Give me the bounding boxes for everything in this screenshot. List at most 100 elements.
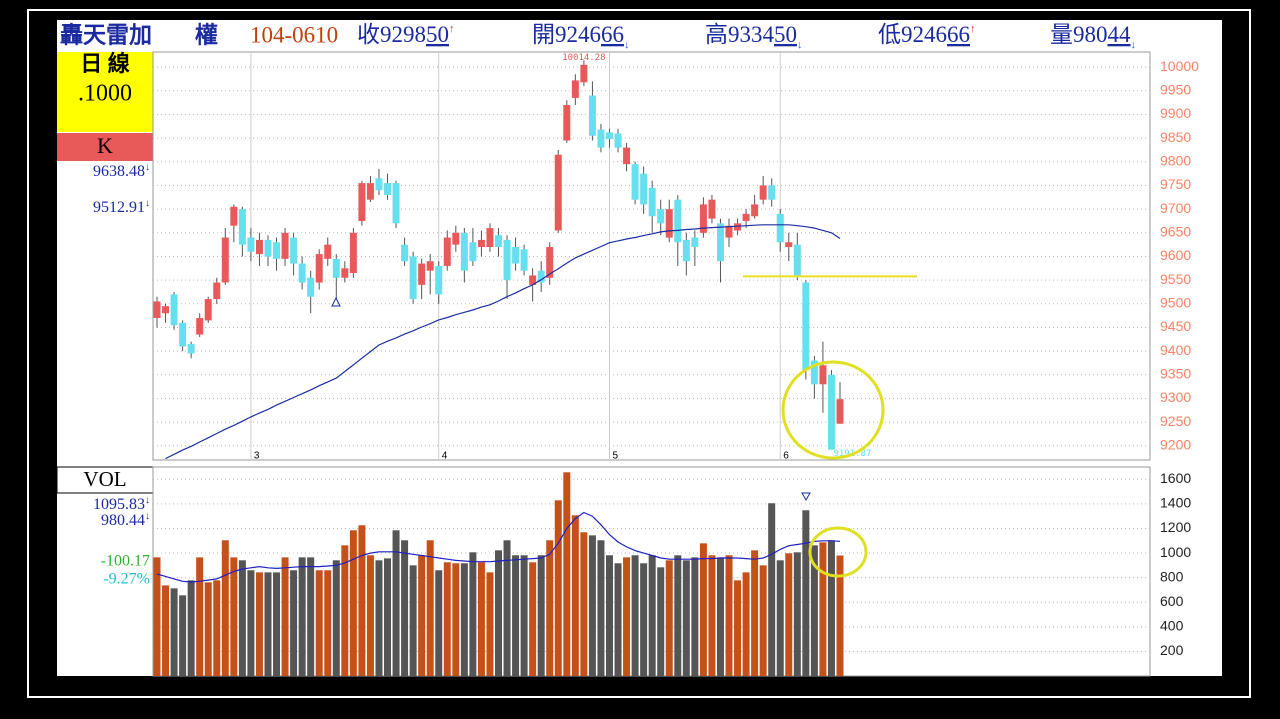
side-value-arrow: ↓: [145, 495, 150, 506]
y-tick-label: 9200: [1160, 437, 1191, 453]
volume-bar: [366, 555, 374, 676]
side-value-text: 1095.83: [93, 496, 145, 513]
candle-body: [682, 239, 690, 262]
candle-body: [563, 105, 571, 141]
volume-bar: [358, 525, 366, 676]
volume-bar: [426, 540, 434, 676]
y-tick-label: 9550: [1160, 271, 1191, 287]
candle-body: [776, 213, 784, 243]
volume-bar: [375, 560, 383, 676]
candle-body: [443, 237, 451, 266]
candle-body: [477, 239, 485, 248]
y-tick-label: 9300: [1160, 389, 1191, 405]
candle-body: [358, 183, 366, 221]
period: 日 線: [80, 51, 130, 76]
header-value: 高9334: [705, 22, 775, 47]
header-value: 收9298: [357, 22, 426, 47]
candle-body: [520, 249, 528, 271]
volume-bar: [614, 563, 622, 676]
header-item: 低924666↑: [878, 22, 976, 47]
header-arrow: ↓: [624, 39, 630, 51]
candle-body: [827, 374, 835, 450]
candle-body: [384, 183, 392, 195]
volume-bar: [716, 557, 724, 676]
volume-bar: [640, 563, 648, 676]
header-value: 量980: [1050, 22, 1108, 47]
volume-bar: [247, 570, 255, 676]
volume-bar: [409, 565, 417, 676]
volume-bar: [486, 572, 494, 676]
y-tick-label: 9950: [1160, 82, 1191, 98]
candle-body: [392, 183, 400, 224]
candle-body: [623, 147, 631, 165]
header-decimal: 44: [1108, 22, 1132, 47]
y-tick-label: 9900: [1160, 105, 1191, 121]
candle-body: [366, 183, 374, 200]
candle-body: [204, 299, 212, 321]
side-value: 9638.48↓: [93, 162, 150, 179]
candle-body: [375, 178, 383, 191]
candle-body: [460, 232, 468, 271]
side-value-arrow: ↓: [145, 162, 150, 173]
candle-body: [298, 263, 306, 283]
candle-body: [751, 204, 759, 217]
volume-bar: [708, 555, 716, 676]
header-decimal: 66: [947, 22, 970, 47]
header-item: 量98044↓: [1050, 22, 1136, 50]
candle-body: [213, 282, 221, 300]
candle-body: [793, 244, 801, 276]
candle-body: [580, 64, 588, 83]
volume-bar: [529, 562, 537, 676]
volume-bar: [170, 588, 178, 676]
change-pct: -9.27%: [103, 571, 150, 588]
side-value-text: 9638.48: [93, 163, 145, 180]
candle-body: [759, 185, 767, 200]
vol-label: VOL: [83, 467, 126, 491]
header-decimal: 50: [426, 22, 449, 47]
candle-body: [657, 209, 665, 224]
volume-bar: [452, 563, 460, 676]
volume-bar: [537, 555, 545, 676]
candle-body: [435, 265, 443, 295]
moving-average: [156, 511, 841, 583]
volume-bar: [255, 572, 263, 676]
candle-body: [819, 365, 827, 385]
candle-body: [605, 132, 613, 140]
volume-bar: [264, 572, 272, 676]
volume-bar: [742, 572, 750, 676]
x-tick-label: 4: [442, 451, 448, 462]
candle-body: [503, 239, 511, 281]
volume-bar: [648, 555, 656, 676]
y-tick-label: 600: [1160, 593, 1184, 609]
candle-body: [512, 247, 520, 264]
candle-body: [349, 232, 357, 274]
volume-bar: [802, 510, 810, 676]
candle-body: [802, 282, 810, 371]
y-tick-label: 9250: [1160, 413, 1191, 429]
candle-body: [332, 258, 340, 278]
candle-body: [571, 80, 579, 98]
candle-body: [495, 235, 502, 248]
candle-body: [162, 306, 170, 314]
candle-body: [401, 244, 409, 262]
header-value: 低9246: [878, 22, 947, 47]
y-tick-label: 9700: [1160, 200, 1191, 216]
volume-bar: [418, 555, 426, 676]
candle-body: [588, 95, 596, 136]
volume-bar: [597, 540, 605, 676]
candle-body: [537, 270, 545, 283]
volume-bar: [341, 545, 349, 676]
marker: [331, 296, 341, 307]
k-box: [57, 133, 153, 161]
volume-bar: [273, 572, 281, 676]
candle-body: [426, 261, 434, 271]
volume-bar: [674, 555, 682, 676]
header-arrow: ↑: [970, 23, 976, 35]
instrument-name: 權: [195, 21, 218, 47]
candle-body: [742, 213, 750, 221]
k-label: K: [97, 133, 113, 158]
volume-bar: [332, 560, 340, 676]
frame: [27, 9, 1251, 698]
candle-body: [315, 254, 323, 283]
